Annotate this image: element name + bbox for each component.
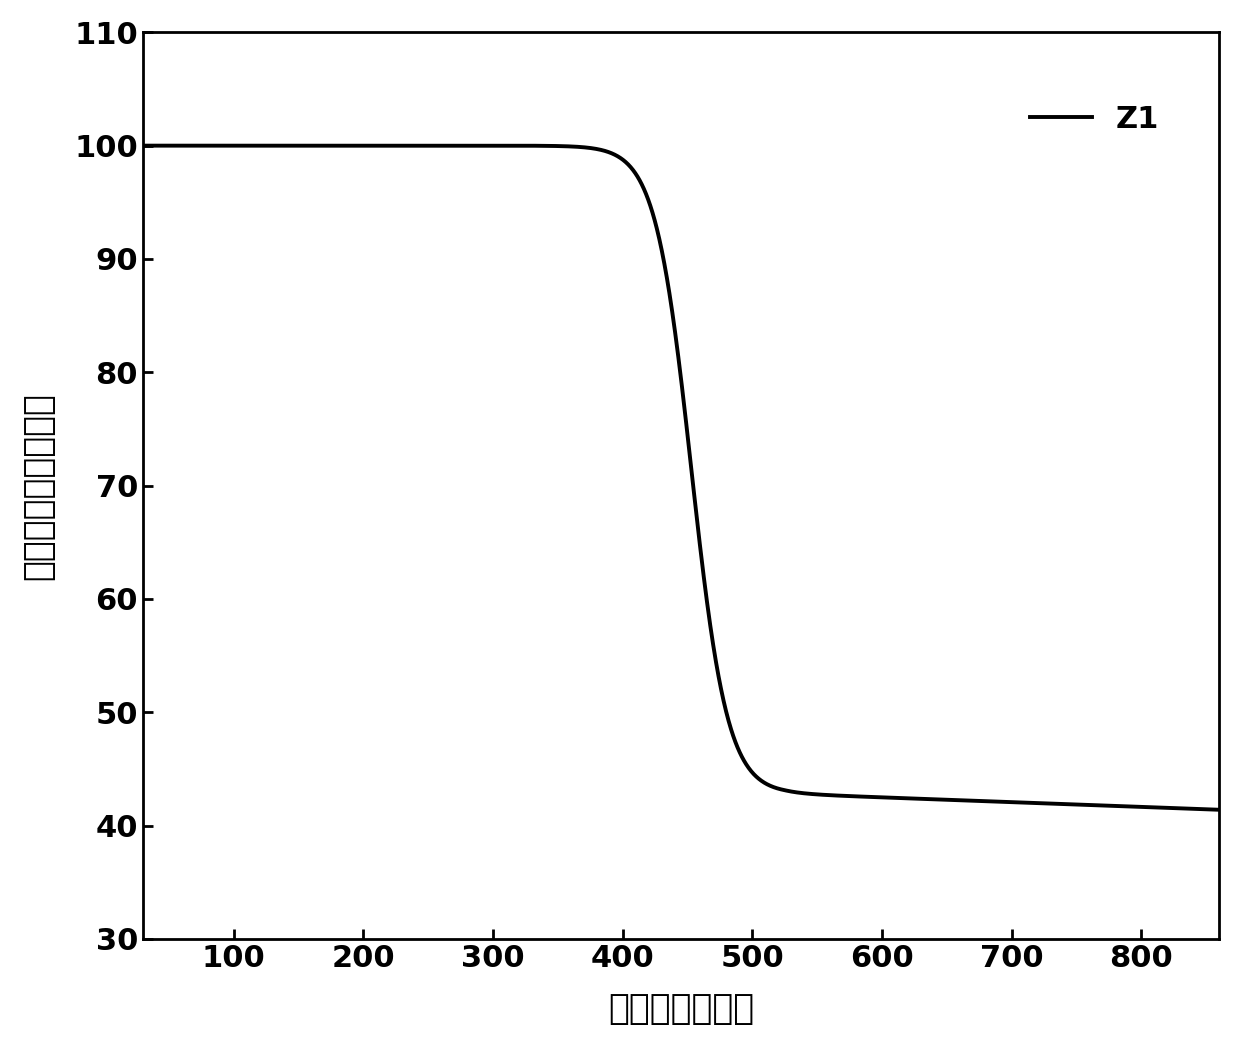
- Y-axis label: 失重比例（百分数）: 失重比例（百分数）: [21, 392, 55, 580]
- Legend: Z1: Z1: [1018, 93, 1172, 147]
- X-axis label: 温度（摄氏度）: 温度（摄氏度）: [608, 993, 754, 1026]
